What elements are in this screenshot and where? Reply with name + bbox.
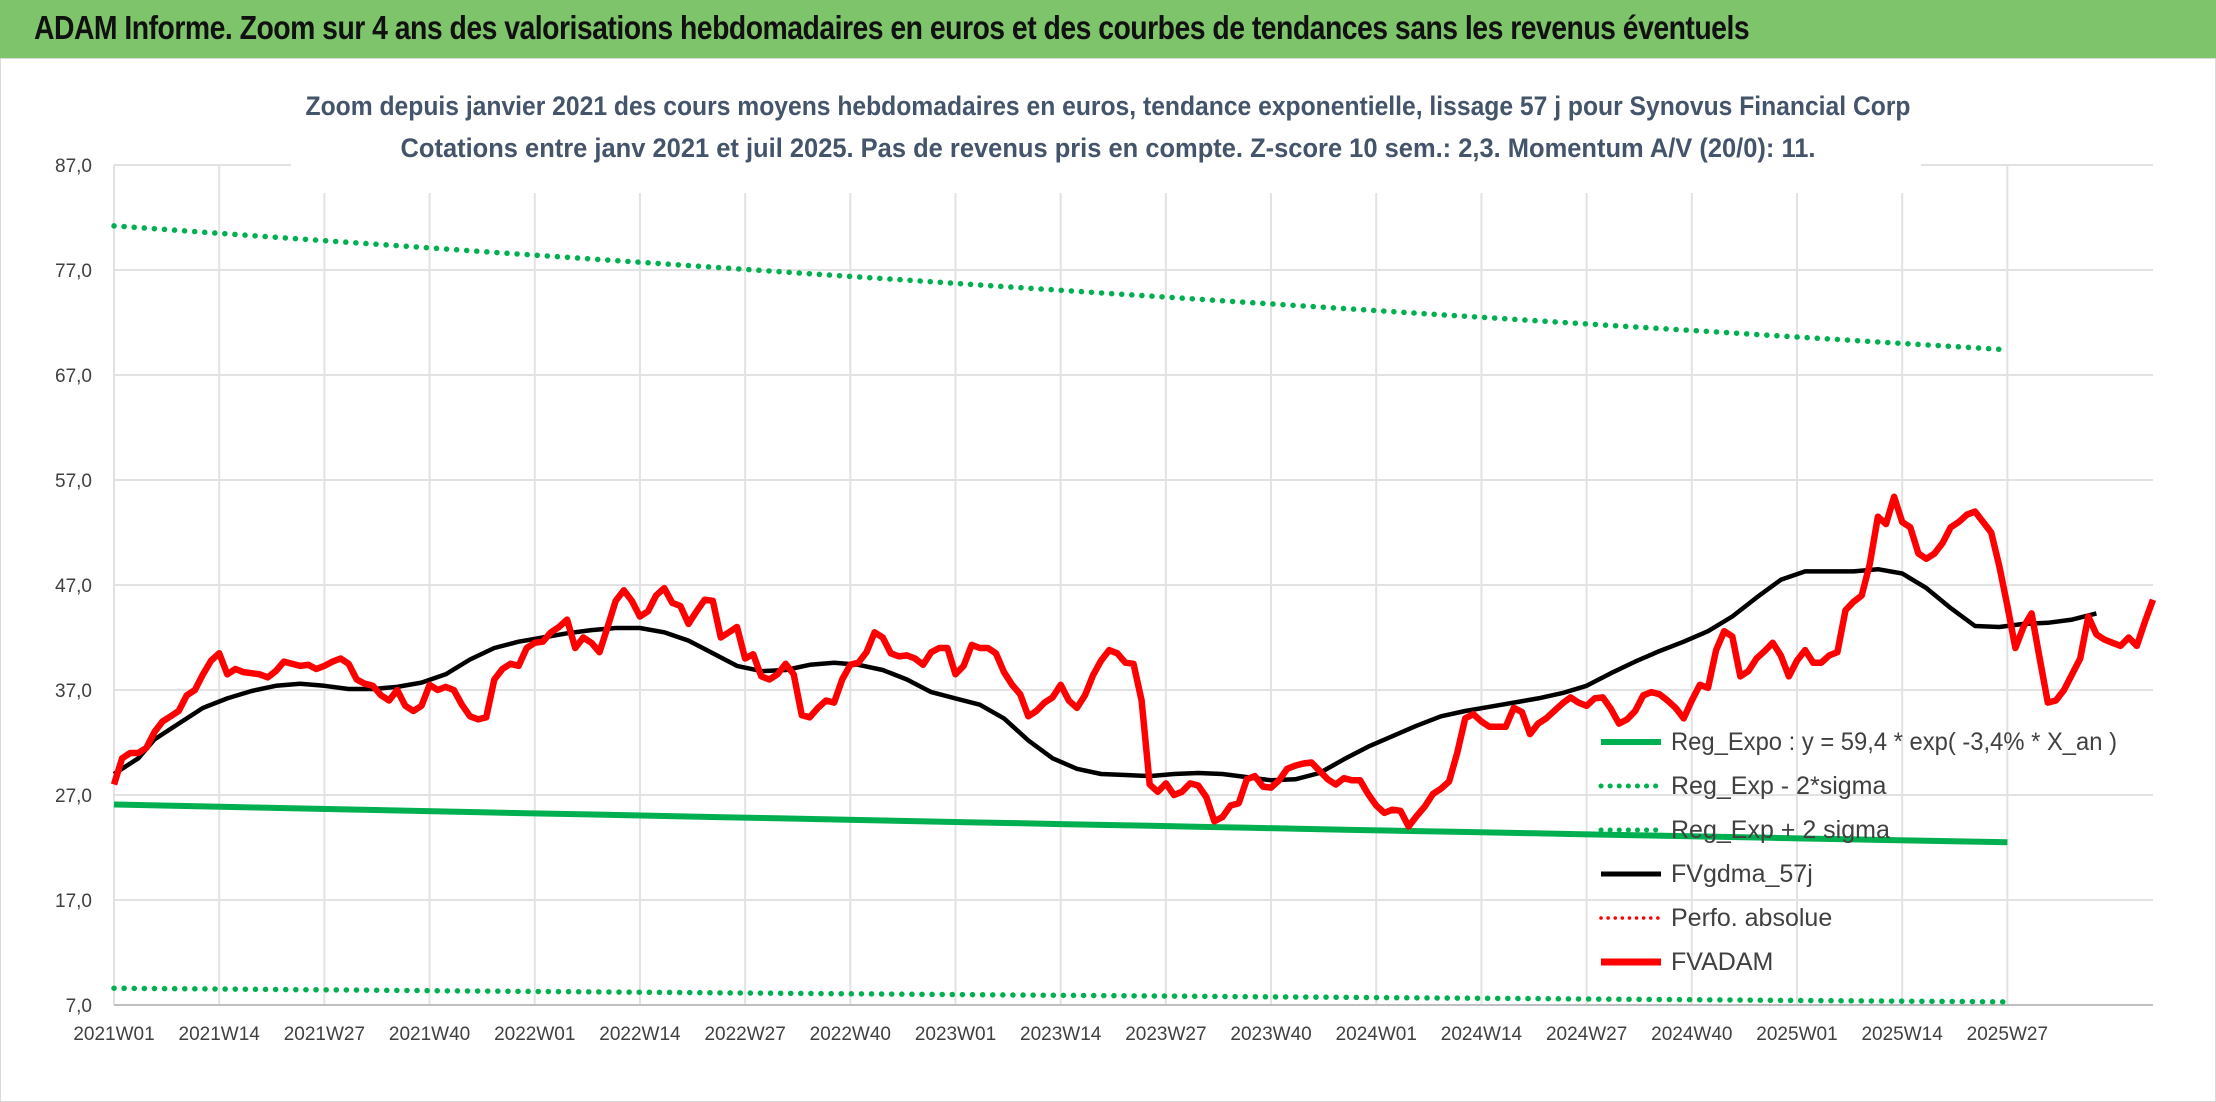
chart-subtitle: Cotations entre janv 2021 et juil 2025. … xyxy=(401,133,1816,163)
legend-label: Reg_Exp + 2 sigma xyxy=(1671,816,1890,844)
y-tick-label: 67,0 xyxy=(55,366,92,387)
x-tick-label: 2023W01 xyxy=(915,1024,996,1045)
series-fvadam xyxy=(110,493,2157,830)
series-fvgdma-57j xyxy=(112,566,2097,783)
series xyxy=(110,223,2157,1005)
x-tick-label: 2024W14 xyxy=(1441,1024,1523,1045)
series-reg-exp-plus-2-sigma xyxy=(111,223,2011,353)
x-tick-label: 2021W27 xyxy=(284,1024,365,1045)
y-tick-label: 87,0 xyxy=(55,156,92,177)
title-backdrop xyxy=(291,81,1921,193)
y-tick-label: 57,0 xyxy=(55,471,92,492)
x-tick-label: 2023W14 xyxy=(1020,1024,1102,1045)
series-reg-expo xyxy=(113,801,2008,846)
legend-label: FVgdma_57j xyxy=(1671,860,1813,888)
x-tick-label: 2021W40 xyxy=(389,1024,470,1045)
series-reg-exp-minus-2-sigma xyxy=(111,985,2011,1005)
banner-title: ADAM Informe. Zoom sur 4 ans des valoris… xyxy=(34,9,1750,46)
x-tick-label: 2023W40 xyxy=(1230,1024,1311,1045)
report-banner: ADAM Informe. Zoom sur 4 ans des valoris… xyxy=(0,0,2216,60)
x-tick-label: 2024W40 xyxy=(1651,1024,1732,1045)
y-tick-label: 17,0 xyxy=(55,891,92,912)
x-tick-label: 2022W14 xyxy=(599,1024,681,1045)
chart-area: Zoom depuis janvier 2021 des cours moyen… xyxy=(0,58,2216,1102)
axes: 87,0 77,0 67,0 57,0 47,0 37,0 27,0 17,0 7,0 2021W… xyxy=(55,156,2153,1045)
y-tick-label: 37,0 xyxy=(55,681,92,702)
y-tick-label: 47,0 xyxy=(55,576,92,597)
y-tick-label: 7,0 xyxy=(66,996,92,1017)
x-tick-label: 2024W27 xyxy=(1546,1024,1627,1045)
y-tick-label: 77,0 xyxy=(55,261,92,282)
x-tick-label: 2025W01 xyxy=(1756,1024,1837,1045)
plot-background xyxy=(1,59,2215,1101)
y-tick-label: 27,0 xyxy=(55,786,92,807)
chart-titles: Zoom depuis janvier 2021 des cours moyen… xyxy=(291,81,1921,193)
x-tick-label: 2021W14 xyxy=(179,1024,261,1045)
x-tick-label: 2023W27 xyxy=(1125,1024,1206,1045)
legend: Reg_Expo : y = 59,4 * exp( -3,4% * X_an … xyxy=(1598,728,2117,976)
legend-label: Reg_Exp - 2*sigma xyxy=(1671,772,1886,800)
x-tick-label: 2024W01 xyxy=(1336,1024,1417,1045)
x-tick-label: 2022W40 xyxy=(810,1024,891,1045)
legend-label: FVADAM xyxy=(1671,948,1773,976)
legend-label: Perfo. absolue xyxy=(1671,904,1832,932)
x-tick-label: 2021W01 xyxy=(73,1024,154,1045)
x-tick-label: 2025W27 xyxy=(1967,1024,2048,1045)
legend-label: Reg_Expo : y = 59,4 * exp( -3,4% * X_an … xyxy=(1671,728,2117,756)
x-tick-label: 2025W14 xyxy=(1861,1024,1943,1045)
x-tick-label: 2022W01 xyxy=(494,1024,575,1045)
chart-title: Zoom depuis janvier 2021 des cours moyen… xyxy=(306,91,1911,121)
line-chart: Zoom depuis janvier 2021 des cours moyen… xyxy=(1,59,2215,1101)
x-tick-label: 2022W27 xyxy=(704,1024,785,1045)
